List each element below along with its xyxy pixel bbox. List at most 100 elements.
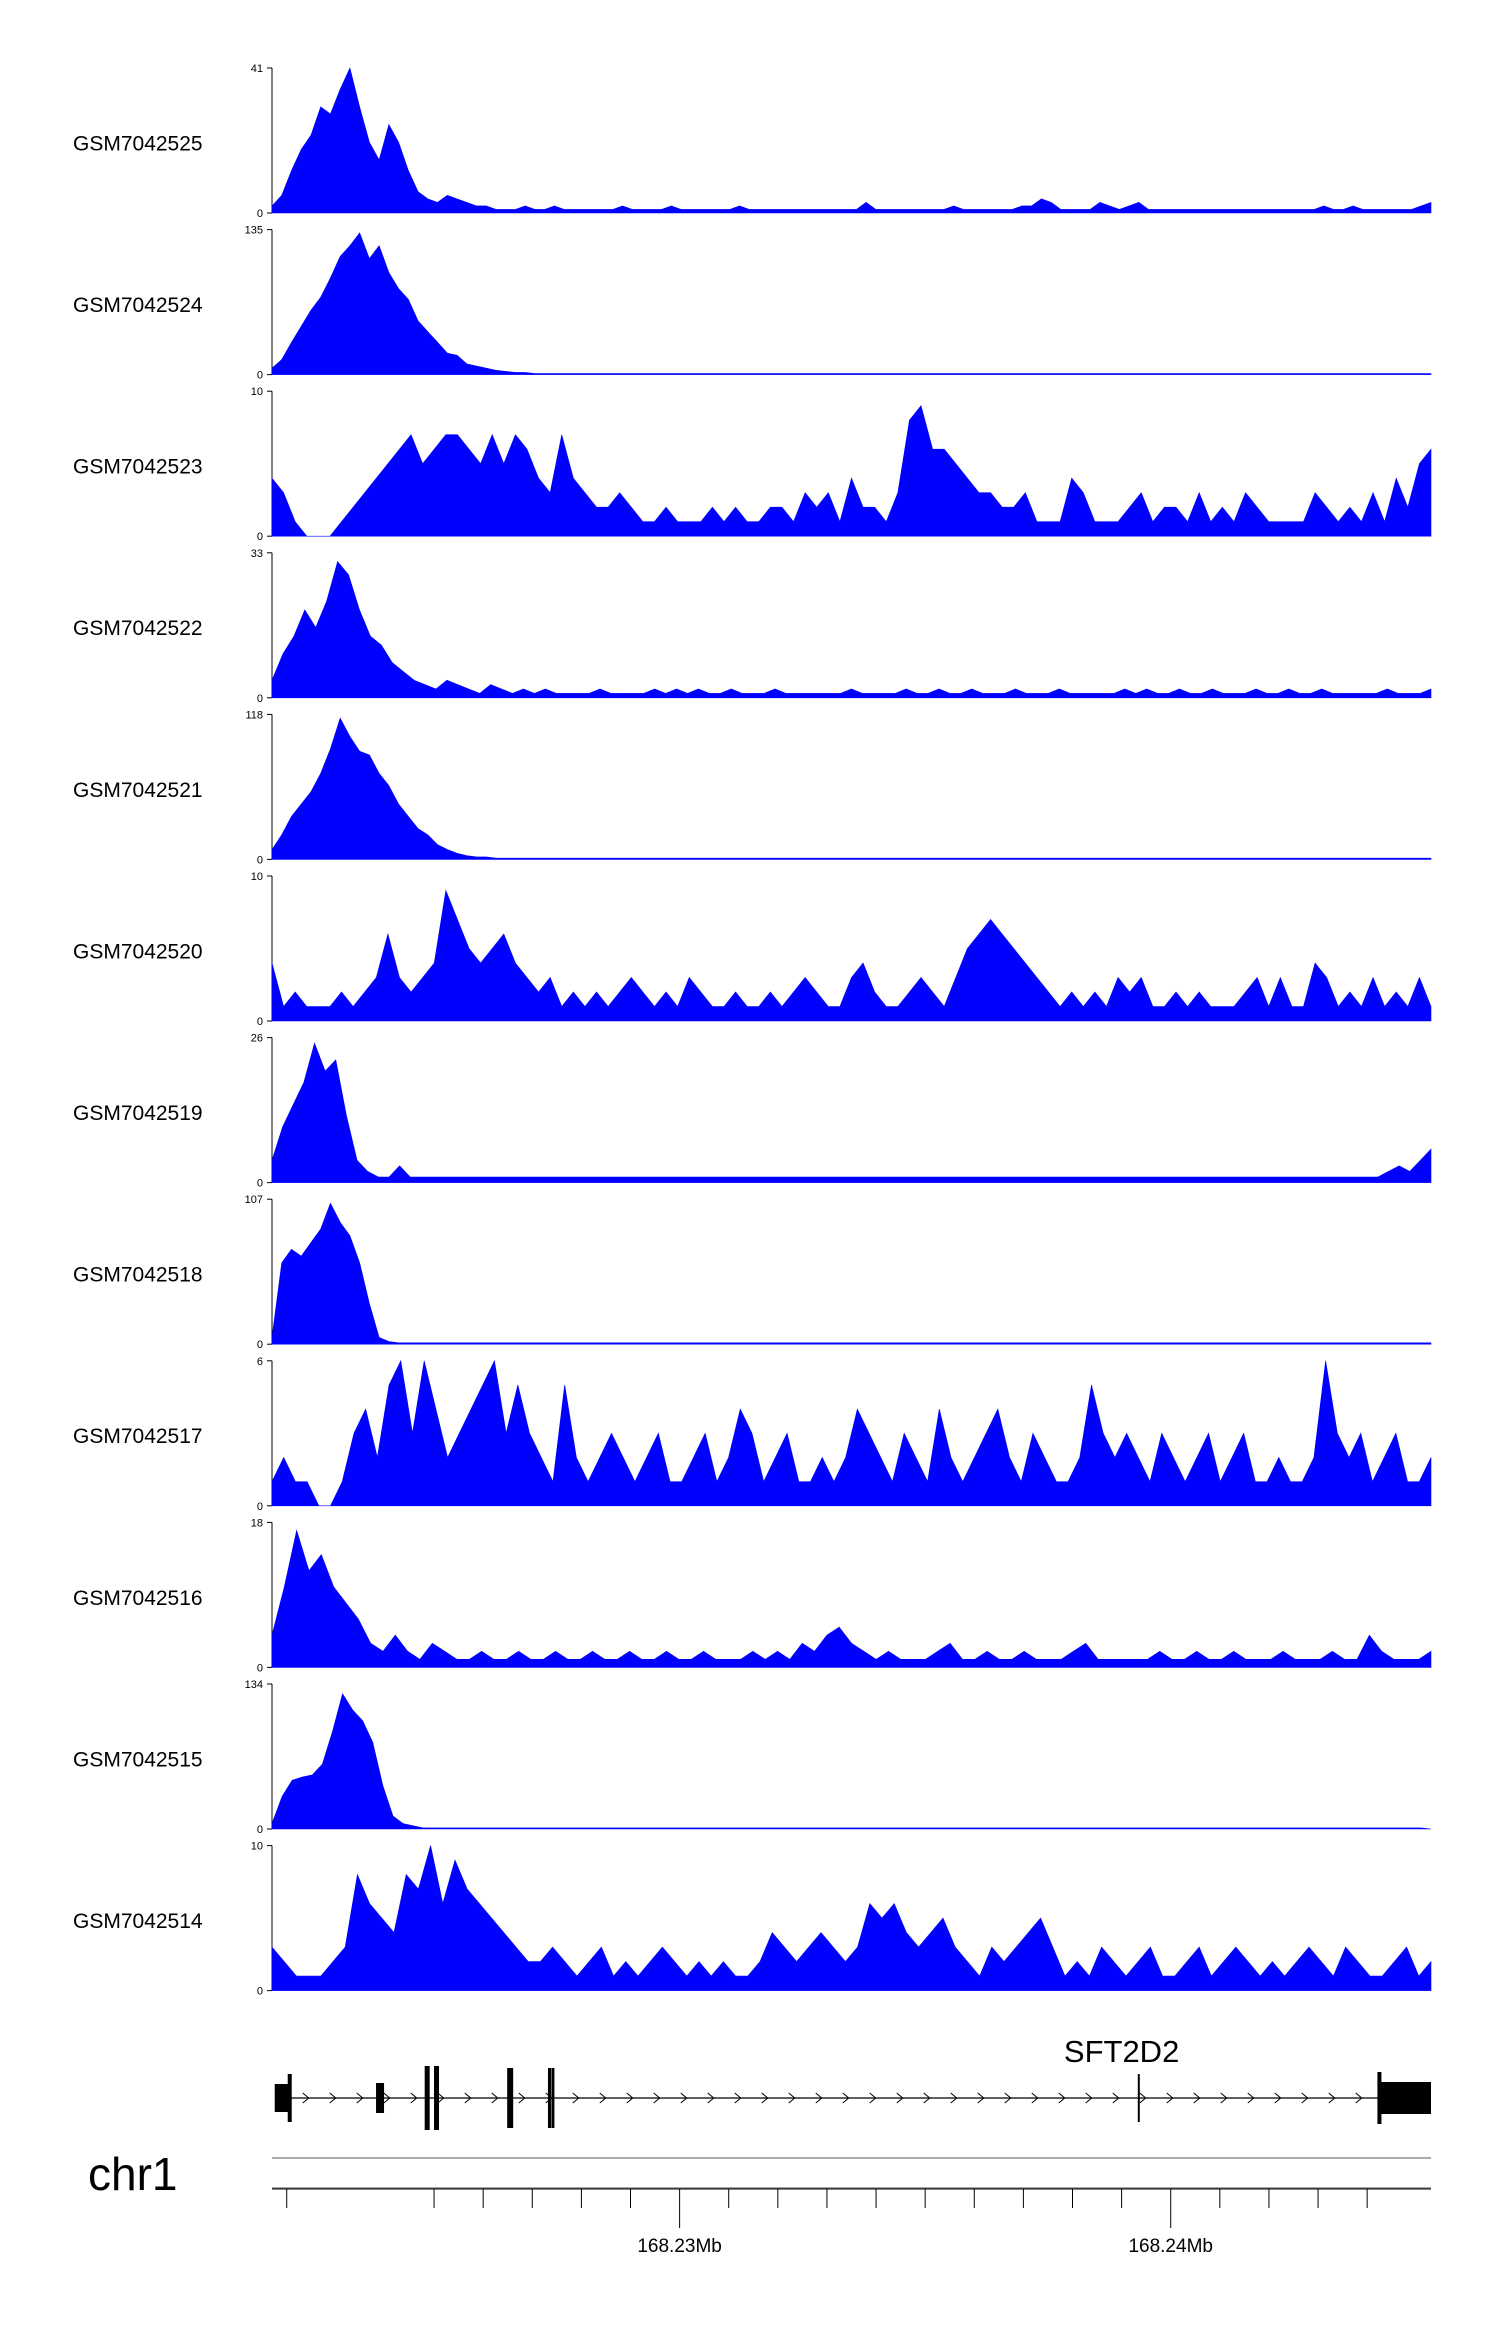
coverage-area (271, 232, 1432, 375)
track-GSM7042514: GSM7042514 10 0 (73, 1841, 1432, 1998)
track-ymax-label: 10 (251, 1841, 263, 1853)
strand-arrow (680, 2092, 688, 2104)
strand-arrow (653, 2092, 661, 2104)
strand-arrow (518, 2092, 526, 2104)
strand-arrow (1031, 2092, 1039, 2104)
track-ymax-label: 135 (245, 225, 263, 237)
strand-arrow (1139, 2092, 1147, 2104)
genomic-axis: 168.23Mb 168.24Mb (272, 2188, 1431, 2257)
strand-arrow (1247, 2092, 1255, 2104)
track-ymax-label: 6 (257, 1356, 263, 1368)
exon-block (1379, 2082, 1431, 2114)
coverage-area (271, 67, 1432, 214)
track-ymax-label: 118 (245, 709, 263, 721)
track-ymin-label: 0 (257, 531, 263, 543)
gene-track: SFT2D2 (274, 2034, 1431, 2130)
strand-arrow (491, 2092, 499, 2104)
track-GSM7042525: GSM7042525 41 0 (73, 63, 1432, 220)
track-label: GSM7042525 (73, 132, 203, 155)
strand-arrow (896, 2092, 904, 2104)
track-GSM7042517: GSM7042517 6 0 (73, 1356, 1432, 1513)
track-GSM7042518: GSM7042518 107 0 (73, 1194, 1432, 1351)
track-ymin-label: 0 (257, 693, 263, 705)
coverage-area (271, 405, 1432, 537)
strand-arrow (1085, 2092, 1093, 2104)
track-ymin-label: 0 (257, 1662, 263, 1674)
track-ymax-label: 41 (251, 63, 263, 75)
strand-arrow (1193, 2092, 1201, 2104)
strand-arrow (869, 2092, 877, 2104)
track-ymax-label: 33 (251, 548, 263, 560)
track-label: GSM7042521 (73, 779, 203, 802)
coverage-area (271, 1845, 1432, 1991)
track-label: GSM7042516 (73, 1587, 203, 1610)
strand-arrow (410, 2092, 418, 2104)
strand-arrow (599, 2092, 607, 2104)
coverage-area (271, 889, 1432, 1022)
track-ymax-label: 10 (251, 386, 263, 398)
track-label: GSM7042514 (73, 1910, 203, 1933)
track-GSM7042522: GSM7042522 33 0 (73, 548, 1432, 705)
strand-arrow (1301, 2092, 1309, 2104)
coverage-area (271, 717, 1432, 860)
strand-arrow (383, 2092, 391, 2104)
strand-arrow (626, 2092, 634, 2104)
coverage-area (271, 1202, 1432, 1345)
track-label: GSM7042517 (73, 1425, 203, 1448)
strand-arrow (302, 2092, 310, 2104)
axis-tick-label: 168.24Mb (1128, 2236, 1213, 2257)
track-GSM7042519: GSM7042519 26 0 (73, 1033, 1432, 1190)
exon-block (551, 2068, 555, 2128)
exon-block (287, 2074, 292, 2122)
coverage-area (271, 1042, 1432, 1183)
strand-arrow (842, 2092, 850, 2104)
track-ymax-label: 26 (251, 1033, 263, 1045)
track-ymin-label: 0 (257, 1339, 263, 1351)
track-ymax-label: 134 (245, 1679, 263, 1691)
track-GSM7042523: GSM7042523 10 0 (73, 386, 1432, 543)
exon-block (376, 2083, 385, 2113)
exon-block (274, 2084, 289, 2112)
strand-arrow (1004, 2092, 1012, 2104)
track-label: GSM7042518 (73, 1264, 203, 1287)
track-ymin-label: 0 (257, 370, 263, 382)
strand-arrow (329, 2092, 337, 2104)
axis-tick-label: 168.23Mb (637, 2236, 722, 2257)
track-ymin-label: 0 (257, 208, 263, 220)
coverage-area (271, 1359, 1432, 1507)
track-GSM7042515: GSM7042515 134 0 (73, 1679, 1432, 1836)
strand-arrow (1328, 2092, 1336, 2104)
strand-arrow (356, 2092, 364, 2104)
coverage-area (271, 1529, 1432, 1668)
strand-arrow (1220, 2092, 1228, 2104)
strand-arrow (923, 2092, 931, 2104)
exon-block (507, 2068, 514, 2128)
strand-arrow (1058, 2092, 1066, 2104)
strand-arrow (788, 2092, 796, 2104)
strand-arrow (1166, 2092, 1174, 2104)
strand-arrow (815, 2092, 823, 2104)
track-ymax-label: 10 (251, 871, 263, 883)
track-GSM7042516: GSM7042516 18 0 (73, 1517, 1432, 1674)
track-ymax-label: 107 (245, 1194, 263, 1206)
gene-label: SFT2D2 (1064, 2034, 1179, 2069)
strand-arrow (761, 2092, 769, 2104)
chromosome-label: chr1 (88, 2148, 177, 2200)
strand-arrow (1112, 2092, 1120, 2104)
strand-arrow (977, 2092, 985, 2104)
chromosome-ideogram: chr1 (88, 2148, 1431, 2200)
exon-block (424, 2066, 430, 2130)
strand-arrow (1355, 2092, 1363, 2104)
track-label: GSM7042519 (73, 1102, 203, 1125)
coverage-area (271, 560, 1432, 699)
track-ymin-label: 0 (257, 854, 263, 866)
strand-arrow (464, 2092, 472, 2104)
exon-block (547, 2068, 551, 2128)
strand-arrow (950, 2092, 958, 2104)
track-ymin-label: 0 (257, 1824, 263, 1836)
exon-block (1377, 2072, 1382, 2124)
track-label: GSM7042524 (73, 294, 203, 317)
coverage-tracks: GSM7042525 41 0 GSM7042524 135 0 GSM7042523 10 0… (73, 63, 1432, 1998)
track-ymin-label: 0 (257, 1501, 263, 1513)
